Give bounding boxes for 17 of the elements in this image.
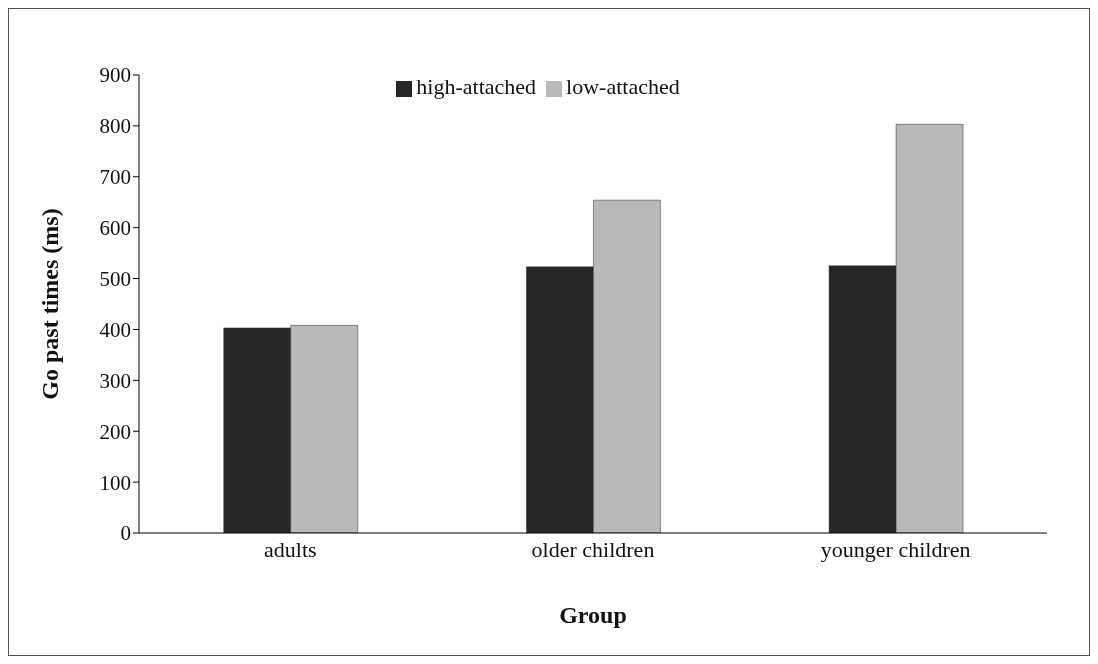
y-tick-label: 300 (99, 368, 131, 393)
y-tick-label: 100 (99, 470, 131, 495)
y-tick-label: 800 (99, 114, 131, 139)
y-tick-label: 0 (120, 521, 131, 546)
x-tick-label: adults (264, 536, 317, 562)
y-tick-label: 600 (99, 216, 131, 241)
y-tick-label: 400 (99, 317, 131, 342)
x-axis-title: Group (559, 602, 627, 628)
x-tick-label: older children (531, 536, 655, 562)
y-tick-label: 700 (99, 165, 131, 190)
legend-label: high-attached (416, 74, 537, 99)
y-tick-label: 200 (99, 419, 131, 444)
legend-label: low-attached (566, 74, 680, 99)
x-tick-label: younger children (820, 536, 971, 562)
y-tick-label: 900 (99, 63, 131, 88)
y-axis-title: Go past times (ms) (36, 208, 63, 400)
y-tick-label: 500 (99, 267, 131, 292)
